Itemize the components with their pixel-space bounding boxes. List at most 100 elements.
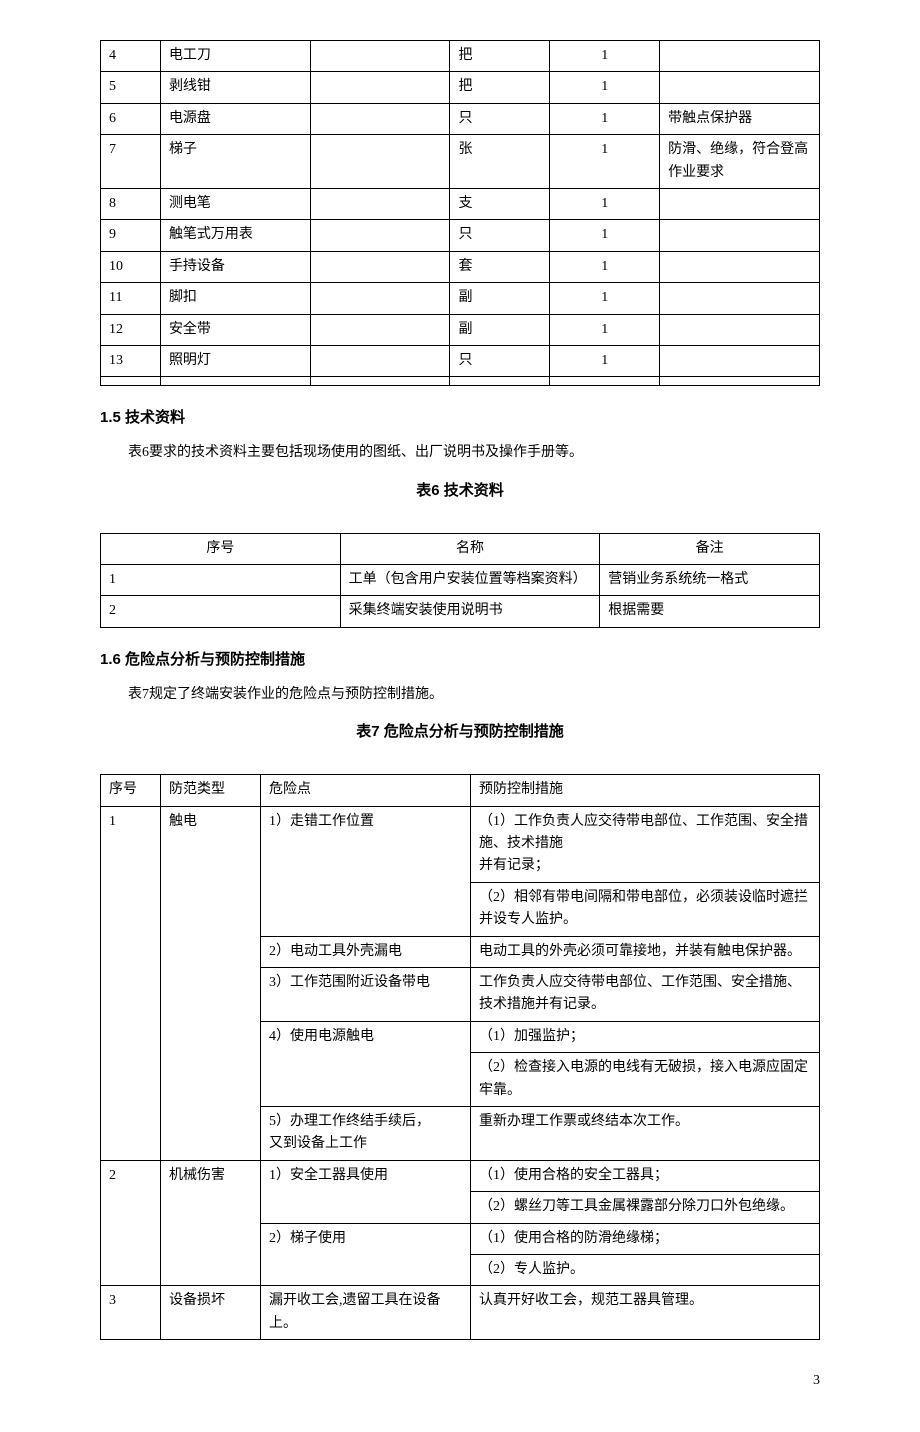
cell-unit: 张 [450, 135, 550, 189]
section-1-6-text: 表7规定了终端安装作业的危险点与预防控制措施。 [100, 684, 820, 706]
cell-num: 1 [101, 806, 161, 1160]
t7-h2: 防范类型 [161, 775, 261, 806]
cell-unit: 只 [450, 220, 550, 251]
cell-spec [310, 72, 450, 103]
cell-risk: 1）安全工器具使用 [261, 1160, 471, 1223]
t7-h4: 预防控制措施 [471, 775, 820, 806]
table-row: 12安全带副1 [101, 314, 820, 345]
cell-note [660, 345, 820, 376]
cell-note [660, 251, 820, 282]
cell-qty: 1 [550, 251, 660, 282]
cell-qty: 1 [550, 345, 660, 376]
cell-num: 5 [101, 72, 161, 103]
cell-note [660, 377, 820, 386]
cell-risk: 漏开收工会,遗留工具在设备上。 [261, 1286, 471, 1340]
cell-measure: （2）相邻有带电间隔和带电部位，必须装设临时遮拦并设专人监护。 [471, 882, 820, 936]
cell-type: 设备损坏 [161, 1286, 261, 1340]
cell-risk: 2）电动工具外壳漏电 [261, 936, 471, 967]
table6-header-name: 名称 [340, 533, 600, 564]
tools-table: 4电工刀把15剥线钳把16电源盘只1带触点保护器7梯子张1防滑、绝缘，符合登高作… [100, 40, 820, 386]
cell-name: 采集终端安装使用说明书 [340, 596, 600, 627]
cell-note [660, 283, 820, 314]
t7-h1: 序号 [101, 775, 161, 806]
cell-name: 照明灯 [160, 345, 310, 376]
cell-risk: 1）走错工作位置 [261, 806, 471, 936]
cell-num: 11 [101, 283, 161, 314]
cell-name: 安全带 [160, 314, 310, 345]
cell-risk: 2）梯子使用 [261, 1223, 471, 1286]
cell-spec [310, 135, 450, 189]
cell-num: 2 [101, 596, 341, 627]
cell-note [660, 220, 820, 251]
cell-type: 触电 [161, 806, 261, 1160]
cell-spec [310, 103, 450, 134]
cell-qty: 1 [550, 283, 660, 314]
table6-header-num: 序号 [101, 533, 341, 564]
cell-note: 根据需要 [600, 596, 820, 627]
t7-h3: 危险点 [261, 775, 471, 806]
cell-unit: 把 [450, 41, 550, 72]
cell-num: 13 [101, 345, 161, 376]
cell-spec [310, 283, 450, 314]
table-row: 1 工单（包含用户安装位置等档案资料） 营销业务系统统一格式 [101, 565, 820, 596]
cell-num [101, 377, 161, 386]
cell-name: 电源盘 [160, 103, 310, 134]
cell-spec [310, 188, 450, 219]
cell-measure: 认真开好收工会，规范工器具管理。 [471, 1286, 820, 1340]
cell-name: 剥线钳 [160, 72, 310, 103]
table-row: 7梯子 张1防滑、绝缘，符合登高作业要求 [101, 135, 820, 189]
cell-qty: 1 [550, 103, 660, 134]
cell-name: 梯子 [160, 135, 310, 189]
cell-num: 7 [101, 135, 161, 189]
cell-measure: 电动工具的外壳必须可靠接地，并装有触电保护器。 [471, 936, 820, 967]
cell-num: 2 [101, 1160, 161, 1286]
cell-note: 防滑、绝缘，符合登高作业要求 [660, 135, 820, 189]
cell-num: 9 [101, 220, 161, 251]
cell-unit: 副 [450, 283, 550, 314]
cell-unit: 副 [450, 314, 550, 345]
cell-measure: （1）使用合格的安全工器具； [471, 1160, 820, 1191]
cell-qty: 1 [550, 188, 660, 219]
section-1-6-heading: 1.6 危险点分析与预防控制措施 [100, 648, 820, 672]
cell-note: 带触点保护器 [660, 103, 820, 134]
table-row: 9触笔式万用表只1 [101, 220, 820, 251]
cell-risk: 4）使用电源触电 [261, 1021, 471, 1106]
cell-name [160, 377, 310, 386]
table-row: 8测电笔支1 [101, 188, 820, 219]
cell-risk: 5）办理工作终结手续后，又到设备上工作 [261, 1106, 471, 1160]
cell-qty: 1 [550, 220, 660, 251]
cell-num: 12 [101, 314, 161, 345]
cell-name: 脚扣 [160, 283, 310, 314]
cell-measure: （1）加强监护； [471, 1021, 820, 1052]
cell-risk: 3）工作范围附近设备带电 [261, 967, 471, 1021]
table-row: 4电工刀把1 [101, 41, 820, 72]
table-row [101, 377, 820, 386]
table6-header-note: 备注 [600, 533, 820, 564]
cell-measure: 工作负责人应交待带电部位、工作范围、安全措施、技术措施并有记录。 [471, 967, 820, 1021]
cell-qty: 1 [550, 135, 660, 189]
cell-measure: （2）检查接入电源的电线有无破损，接入电源应固定牢靠。 [471, 1053, 820, 1107]
tech-materials-table: 序号 名称 备注 1 工单（包含用户安装位置等档案资料） 营销业务系统统一格式 … [100, 533, 820, 628]
cell-name: 测电笔 [160, 188, 310, 219]
cell-num: 3 [101, 1286, 161, 1340]
cell-note [660, 41, 820, 72]
cell-type: 机械伤害 [161, 1160, 261, 1286]
cell-unit: 套 [450, 251, 550, 282]
cell-measure: （1）使用合格的防滑绝缘梯； [471, 1223, 820, 1254]
cell-unit: 只 [450, 345, 550, 376]
section-1-5-heading: 1.5 技术资料 [100, 406, 820, 430]
cell-note [660, 188, 820, 219]
table-row: 2 采集终端安装使用说明书 根据需要 [101, 596, 820, 627]
cell-spec [310, 314, 450, 345]
cell-name: 手持设备 [160, 251, 310, 282]
cell-qty: 1 [550, 72, 660, 103]
page-number: 3 [100, 1370, 820, 1392]
table7-caption: 表7 危险点分析与预防控制措施 [100, 720, 820, 744]
risk-analysis-table: 序号 防范类型 危险点 预防控制措施 1 触电 1）走错工作位置 （1）工作负责… [100, 774, 820, 1340]
cell-measure: （2）螺丝刀等工具金属裸露部分除刀口外包绝缘。 [471, 1192, 820, 1223]
cell-measure: （2）专人监护。 [471, 1254, 820, 1285]
table-row: 11脚扣 副1 [101, 283, 820, 314]
table-row: 2 机械伤害 1）安全工器具使用 （1）使用合格的安全工器具； [101, 1160, 820, 1191]
section-1-5-text: 表6要求的技术资料主要包括现场使用的图纸、出厂说明书及操作手册等。 [100, 442, 820, 464]
table-row: 6电源盘只1带触点保护器 [101, 103, 820, 134]
